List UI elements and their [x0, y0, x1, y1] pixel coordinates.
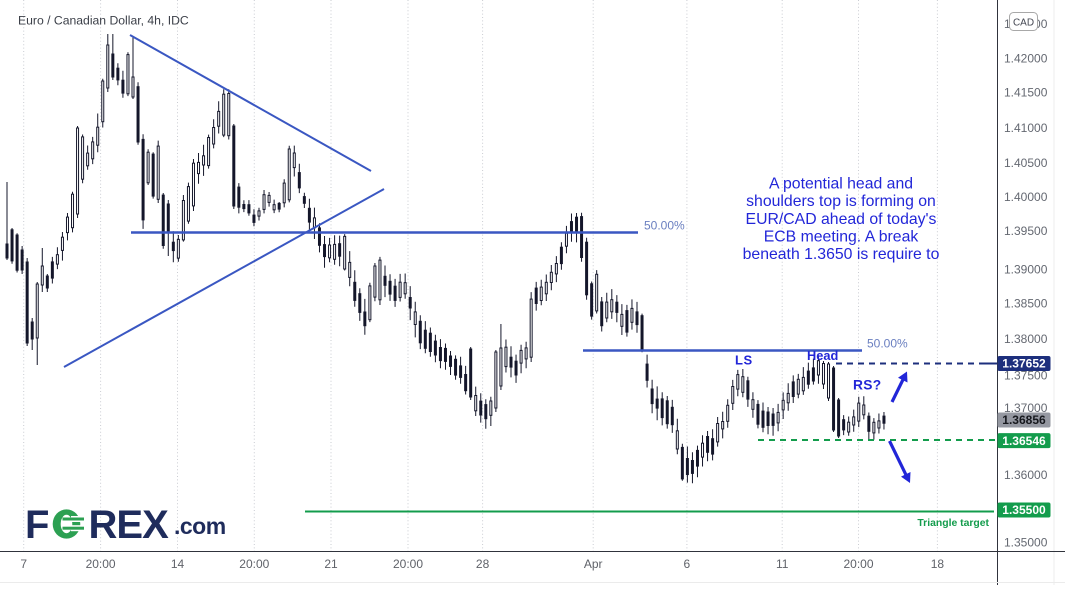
- svg-text:20:00: 20:00: [239, 557, 269, 571]
- svg-text:1.41000: 1.41000: [1004, 121, 1048, 135]
- svg-text:20:00: 20:00: [393, 557, 423, 571]
- svg-text:1.42000: 1.42000: [1004, 52, 1048, 66]
- svg-text:28: 28: [476, 557, 490, 571]
- svg-text:7: 7: [20, 557, 27, 571]
- svg-text:1.41500: 1.41500: [1004, 86, 1048, 100]
- svg-text:20:00: 20:00: [843, 557, 873, 571]
- svg-text:beneath 1.3650 is require to: beneath 1.3650 is require to: [743, 246, 940, 263]
- svg-text:Triangle target: Triangle target: [917, 518, 989, 529]
- svg-text:A potential head and: A potential head and: [769, 176, 913, 193]
- svg-text:1.40000: 1.40000: [1004, 190, 1048, 204]
- svg-text:ECB meeting. A break: ECB meeting. A break: [764, 228, 919, 245]
- svg-text:Apr: Apr: [584, 557, 603, 571]
- svg-text:1.38500: 1.38500: [1004, 297, 1048, 311]
- svg-text:1.36546: 1.36546: [1002, 434, 1046, 448]
- svg-text:50.00%: 50.00%: [867, 337, 908, 351]
- svg-text:.com: .com: [174, 513, 226, 539]
- svg-text:6: 6: [684, 557, 691, 571]
- svg-text:LS: LS: [735, 353, 753, 368]
- svg-text:1.37652: 1.37652: [1002, 357, 1046, 371]
- svg-text:50.00%: 50.00%: [644, 219, 685, 233]
- svg-text:REX: REX: [89, 503, 170, 547]
- svg-text:1.39000: 1.39000: [1004, 263, 1048, 277]
- svg-text:18: 18: [931, 557, 945, 571]
- svg-text:21: 21: [324, 557, 338, 571]
- svg-text:20:00: 20:00: [86, 557, 116, 571]
- svg-text:1.37000: 1.37000: [1004, 401, 1048, 415]
- svg-text:RS?: RS?: [853, 378, 882, 393]
- svg-text:Head: Head: [807, 348, 838, 363]
- svg-text:1.36000: 1.36000: [1004, 468, 1048, 482]
- svg-text:EUR/CAD ahead of today's: EUR/CAD ahead of today's: [746, 211, 937, 228]
- svg-text:1.35500: 1.35500: [1002, 503, 1046, 517]
- svg-text:Euro / Canadian Dollar, 4h, ID: Euro / Canadian Dollar, 4h, IDC: [18, 14, 189, 28]
- svg-text:1.36856: 1.36856: [1002, 413, 1046, 427]
- svg-text:1.40500: 1.40500: [1004, 156, 1048, 170]
- svg-text:shoulders top is forming on: shoulders top is forming on: [746, 193, 936, 210]
- svg-text:14: 14: [171, 557, 185, 571]
- svg-text:CAD: CAD: [1013, 18, 1034, 29]
- svg-text:F: F: [25, 503, 49, 547]
- svg-text:1.38000: 1.38000: [1004, 332, 1048, 346]
- svg-text:11: 11: [776, 557, 789, 571]
- svg-text:1.37500: 1.37500: [1004, 369, 1048, 383]
- svg-text:1.35000: 1.35000: [1004, 536, 1048, 550]
- svg-text:1.39500: 1.39500: [1004, 224, 1048, 238]
